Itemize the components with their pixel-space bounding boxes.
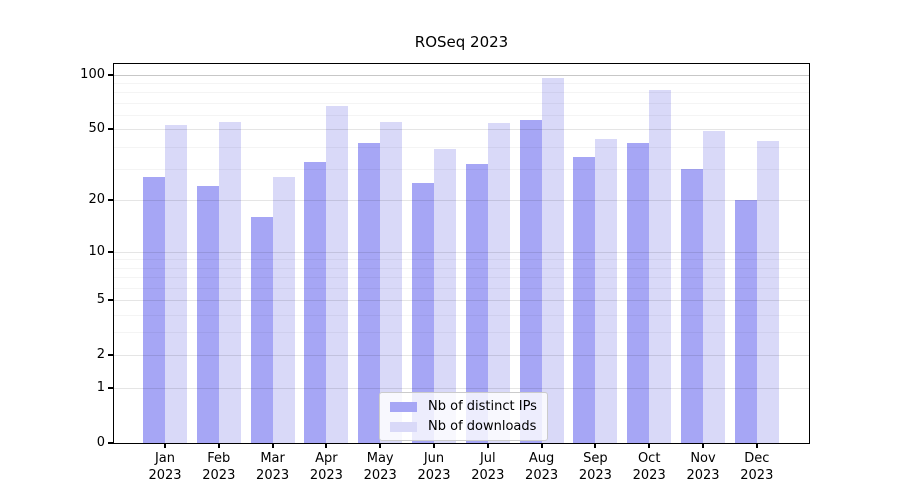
- gridline-minor-90: [113, 83, 810, 85]
- bar-downloads-jun: [434, 148, 456, 443]
- bar-downloads-jul: [487, 123, 510, 443]
- ytick-label-50: 50: [88, 121, 105, 137]
- bar-downloads-aug: [541, 78, 564, 443]
- xtick-label-nov: Nov 2023: [686, 451, 720, 483]
- gridline-minor-60: [113, 115, 810, 116]
- gridline-minor-8: [113, 267, 810, 269]
- gridline-minor-30: [113, 169, 810, 170]
- ytick-mark-10: [108, 250, 113, 253]
- xtick-label-may: May 2023: [363, 451, 397, 483]
- ytick-label-1: 1: [96, 379, 105, 395]
- chart-title: ROSeq 2023: [414, 33, 509, 51]
- xtick-mark-dec: [755, 443, 758, 448]
- xtick-label-sep: Sep 2023: [578, 451, 612, 483]
- legend-label-distinct-ips: Nb of distinct IPs: [428, 399, 537, 414]
- ytick-mark-1: [108, 386, 113, 389]
- gridline-1: [113, 387, 810, 389]
- gridline-100: [113, 74, 810, 76]
- gridline-minor-7: [113, 277, 810, 279]
- xtick-label-apr: Apr 2023: [309, 451, 343, 483]
- ytick-label-0: 0: [96, 435, 105, 450]
- bar-downloads-feb: [218, 121, 241, 443]
- ytick-mark-50: [108, 128, 113, 131]
- ytick-mark-0: [108, 442, 113, 444]
- gridline-minor-6: [113, 287, 810, 289]
- xtick-label-mar: Mar 2023: [256, 451, 290, 483]
- legend-row-downloads: Nb of downloads: [390, 419, 537, 434]
- xtick-label-feb: Feb 2023: [202, 451, 236, 483]
- xtick-label-jul: Jul 2023: [471, 451, 505, 483]
- bar-downloads-may: [380, 121, 403, 443]
- ytick-mark-100: [108, 73, 113, 76]
- bar-downloads-mar: [272, 177, 295, 443]
- bar-downloads-dec: [756, 141, 779, 443]
- xtick-mark-nov: [702, 443, 704, 448]
- bar-downloads-jan: [165, 124, 187, 443]
- gridline-minor-4: [113, 314, 810, 316]
- legend-row-distinct-ips: Nb of distinct IPs: [390, 399, 537, 414]
- xtick-mark-jul: [486, 443, 489, 448]
- xtick-mark-sep: [594, 443, 597, 448]
- bar-downloads-nov: [703, 130, 725, 443]
- ytick-label-10: 10: [88, 243, 105, 259]
- xtick-mark-aug: [540, 443, 543, 448]
- bar-downloads-sep: [595, 139, 618, 443]
- ytick-mark-20: [108, 199, 113, 202]
- gridline-2: [113, 355, 810, 357]
- xtick-label-oct: Oct 2023: [632, 451, 666, 483]
- ytick-label-20: 20: [88, 192, 105, 208]
- bar-distinct-ips-feb: [196, 186, 219, 443]
- bar-distinct-ips-apr: [304, 161, 327, 443]
- gridline-minor-70: [113, 102, 810, 104]
- gridline-20: [113, 200, 810, 202]
- bar-distinct-ips-jan: [143, 177, 165, 443]
- xtick-mark-may: [379, 443, 382, 448]
- xtick-label-dec: Dec 2023: [740, 451, 774, 483]
- ytick-label-5: 5: [96, 292, 105, 307]
- bar-distinct-ips-oct: [627, 142, 650, 443]
- bar-distinct-ips-jun: [412, 183, 434, 443]
- bar-downloads-oct: [649, 90, 672, 443]
- legend: Nb of distinct IPs Nb of downloads: [379, 392, 548, 441]
- xtick-mark-feb: [217, 443, 220, 448]
- ytick-mark-5: [108, 299, 113, 301]
- xtick-mark-apr: [325, 443, 328, 448]
- xtick-mark-oct: [648, 443, 651, 448]
- legend-swatch-downloads: [390, 421, 417, 432]
- bar-distinct-ips-may: [358, 142, 381, 443]
- ytick-label-100: 100: [80, 66, 105, 82]
- gridline-50: [113, 129, 810, 131]
- gridline-minor-9: [113, 259, 810, 261]
- xtick-mark-jun: [433, 443, 435, 448]
- gridline-minor-40: [113, 146, 810, 148]
- xtick-label-jan: Jan 2023: [148, 451, 182, 483]
- bar-distinct-ips-nov: [681, 169, 703, 443]
- xtick-label-jun: Jun 2023: [417, 451, 451, 483]
- legend-swatch-distinct-ips: [390, 401, 417, 412]
- plot-frame: [113, 63, 810, 444]
- legend-label-downloads: Nb of downloads: [428, 419, 537, 434]
- xtick-mark-jan: [164, 443, 166, 448]
- gridline-minor-3: [113, 332, 810, 334]
- ytick-mark-2: [108, 354, 113, 357]
- bar-distinct-ips-sep: [573, 157, 596, 443]
- gridline-10: [113, 251, 810, 253]
- bar-distinct-ips-mar: [250, 216, 273, 443]
- gridline-5: [113, 300, 810, 301]
- bar-distinct-ips-dec: [734, 200, 757, 443]
- ytick-label-2: 2: [96, 347, 105, 363]
- bar-downloads-apr: [326, 106, 349, 443]
- bar-distinct-ips-aug: [519, 120, 542, 443]
- xtick-label-aug: Aug 2023: [525, 451, 559, 483]
- bar-distinct-ips-jul: [465, 164, 488, 443]
- gridline-minor-80: [113, 92, 810, 94]
- xtick-mark-mar: [271, 443, 274, 448]
